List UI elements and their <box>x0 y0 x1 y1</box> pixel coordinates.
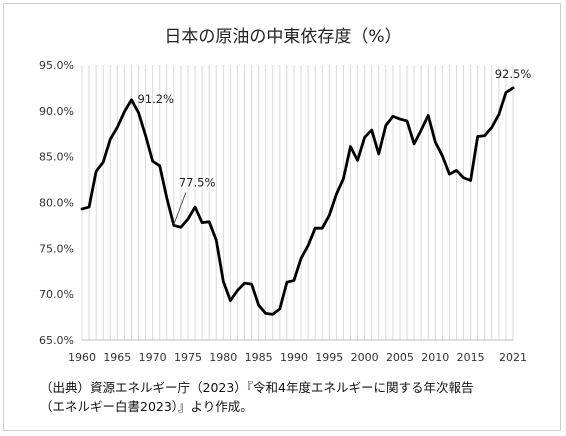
annotation-label: 91.2% <box>137 92 174 106</box>
x-tick-label: 1985 <box>245 351 273 364</box>
x-tick-label: 2005 <box>386 351 414 364</box>
x-tick-label: 1960 <box>68 351 96 364</box>
x-tick-label: 2021 <box>499 351 527 364</box>
source-line-1: （出典）資源エネルギー庁（2023）『令和4年度エネルギーに関する年次報告 <box>40 380 474 395</box>
y-tick-label: 90.0% <box>39 105 74 118</box>
chart-title: 日本の原油の中東依存度（%） <box>164 27 402 47</box>
annotations-group: 91.2% 77.5% 92.5% <box>137 67 531 225</box>
grid-lines <box>81 65 514 341</box>
source-note: （出典）資源エネルギー庁（2023）『令和4年度エネルギーに関する年次報告 （エ… <box>40 378 560 416</box>
x-tick-label: 1990 <box>280 351 308 364</box>
y-tick-label: 65.0% <box>39 334 74 347</box>
y-tick-label: 95.0% <box>39 59 74 72</box>
x-tick-label: 1995 <box>315 351 343 364</box>
x-tick-label: 1965 <box>103 351 131 364</box>
x-tick-label: 1975 <box>174 351 202 364</box>
series-group <box>80 86 515 316</box>
x-tick-label: 2000 <box>351 351 379 364</box>
source-line-2: （エネルギー白書2023）』より作成。 <box>40 399 253 414</box>
y-axis-ticks: 65.0% 70.0% 75.0% 80.0% 85.0% 90.0% 95.0% <box>39 59 74 347</box>
x-tick-label: 2010 <box>421 351 449 364</box>
y-tick-label: 75.0% <box>39 242 74 255</box>
x-tick-label: 1980 <box>209 351 237 364</box>
annotation-label: 77.5% <box>179 175 216 189</box>
x-tick-label: 2015 <box>457 351 485 364</box>
series-line-0 <box>80 86 515 316</box>
y-tick-label: 80.0% <box>39 197 74 210</box>
y-tick-label: 85.0% <box>39 151 74 164</box>
annotation-leader-line <box>173 192 187 225</box>
y-tick-label: 70.0% <box>39 288 74 301</box>
x-tick-label: 1970 <box>139 351 167 364</box>
annotation-label: 92.5% <box>495 67 532 81</box>
x-axis-ticks: 1960 1965 1970 1975 1980 1985 1990 1995 2000 2005… <box>68 351 527 364</box>
